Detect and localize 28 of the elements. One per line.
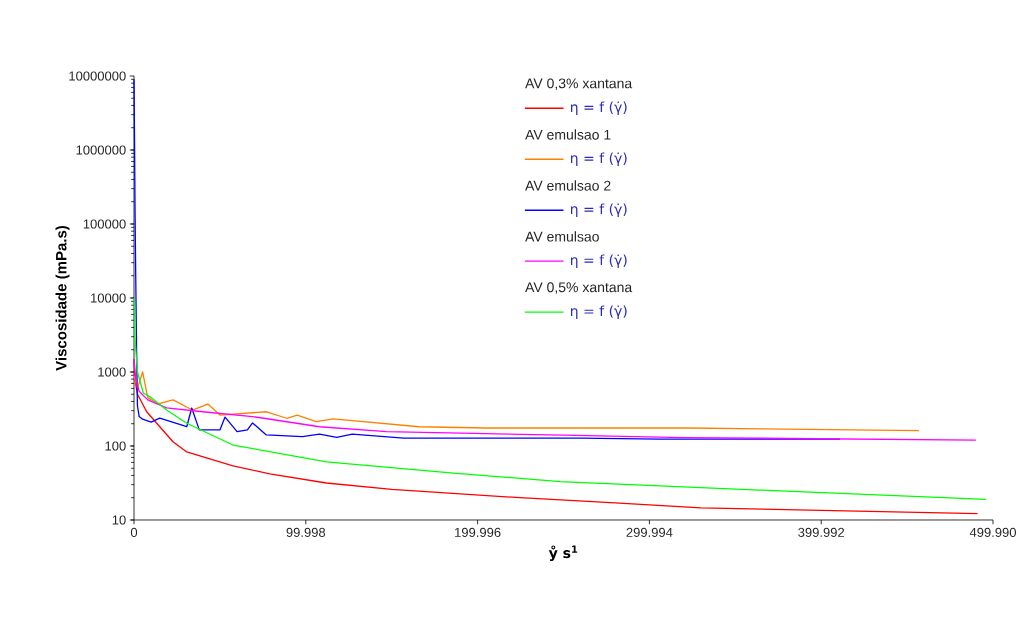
x-axis-title: ẙ s$^{1}$ xyxy=(548,545,578,561)
x-tick-label: 0 xyxy=(130,527,138,537)
annotation: AV emulsao 2 xyxy=(525,180,611,191)
line-series xyxy=(133,358,977,441)
legend-label: η = f (γ̇) xyxy=(570,101,627,116)
legend-label: η = f (γ̇) xyxy=(570,152,627,167)
x-tick-label: 199.996 xyxy=(455,527,501,537)
y-tick-label: 10 xyxy=(112,515,126,525)
annotation: AV 0,5% xantana xyxy=(525,282,633,294)
y-tick-label: 100 xyxy=(105,441,126,451)
x-tick-label: 499.990 xyxy=(969,527,1016,537)
y-tick-label: 1000 xyxy=(98,367,126,377)
annotation: AV 0,3% xantana xyxy=(525,78,633,90)
x-tick-label: 299.994 xyxy=(626,527,673,537)
y-tick-label: 100000 xyxy=(83,219,126,229)
legend-label: η = f (γ̇) xyxy=(570,203,627,218)
line-series xyxy=(133,358,979,515)
y-axis-title: Viscosidade (mPa.s) xyxy=(55,225,70,371)
annotation: AV emulsao xyxy=(525,231,599,242)
line-series xyxy=(133,297,987,501)
legend-label: η = f (γ̇) xyxy=(570,254,627,268)
annotation: AV emulsao 1 xyxy=(525,129,611,140)
x-tick-label: 399.992 xyxy=(798,527,845,537)
y-tick-label: 1000000 xyxy=(76,145,126,155)
y-tick-label: 10000000 xyxy=(69,71,126,81)
y-tick-label: 10000 xyxy=(91,293,126,303)
x-tick-label: 99.998 xyxy=(286,527,326,537)
legend-label: η = f (γ̇) xyxy=(570,305,627,319)
